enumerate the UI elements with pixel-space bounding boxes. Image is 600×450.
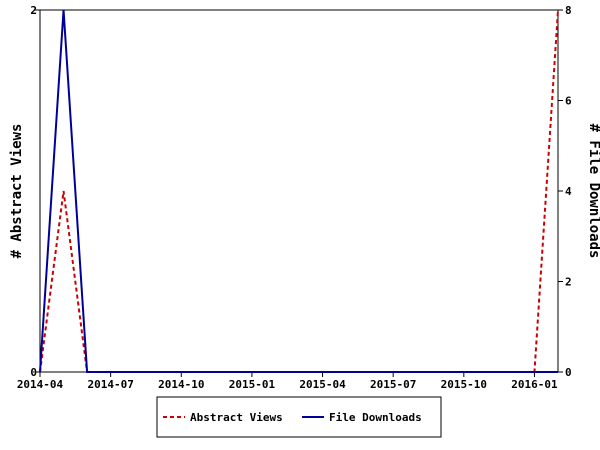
x-tick-label-2015-07: 2015-07: [370, 378, 416, 391]
x-tick-label-2015-04: 2015-04: [299, 378, 346, 391]
y-tick-label-right-2: 2: [565, 276, 572, 289]
plot-area: [39, 9, 559, 373]
y-tick-label-left-2: 2: [30, 4, 37, 17]
y-tick-label-right-4: 4: [565, 185, 572, 198]
y-tick-label-right-8: 8: [565, 4, 572, 17]
x-tick-label-2015-10: 2015-10: [441, 378, 487, 391]
y-tick-label-right-0: 0: [565, 366, 572, 379]
legend-box: [156, 396, 442, 438]
x-tick-label-2015-01: 2015-01: [229, 378, 276, 391]
legend: Abstract Views File Downloads: [156, 396, 442, 438]
y-tick-label-left-0: 0: [30, 366, 37, 379]
x-tick-label-2016-01: 2016-01: [511, 378, 558, 391]
x-tick-label-2014-10: 2014-10: [158, 378, 204, 391]
y-tick-label-right-6: 6: [565, 95, 572, 108]
legend-label-abstract-views: Abstract Views: [190, 411, 283, 424]
y-axis-title-right: # File Downloads: [586, 124, 600, 259]
x-tick-label-2014-04: 2014-04: [17, 378, 64, 391]
y-axis-title-left: # Abstract Views: [9, 124, 25, 259]
series-line-file-downloads: [39, 9, 558, 373]
x-tick-label-2014-07: 2014-07: [87, 378, 133, 391]
legend-label-file-downloads: File Downloads: [329, 411, 422, 424]
